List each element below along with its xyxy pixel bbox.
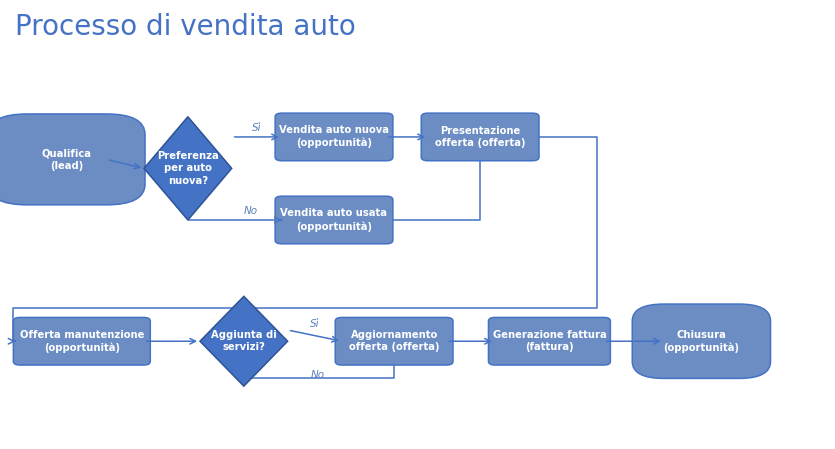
FancyBboxPatch shape	[13, 317, 150, 365]
Text: Presentazione
offerta (offerta): Presentazione offerta (offerta)	[435, 126, 525, 148]
FancyBboxPatch shape	[632, 304, 771, 379]
Text: Processo di vendita auto: Processo di vendita auto	[15, 13, 356, 41]
Text: Sì: Sì	[310, 319, 320, 329]
Text: Generazione fattura
(fattura): Generazione fattura (fattura)	[493, 330, 606, 352]
Text: No: No	[244, 207, 257, 216]
Text: Vendita auto usata
(opportunità): Vendita auto usata (opportunità)	[281, 208, 387, 232]
FancyBboxPatch shape	[488, 317, 610, 365]
Text: No: No	[311, 370, 324, 380]
Text: Aggiunta di
servizi?: Aggiunta di servizi?	[211, 330, 276, 352]
FancyBboxPatch shape	[276, 113, 393, 161]
Text: Chiusura
(opportunità): Chiusura (opportunità)	[663, 330, 740, 353]
FancyBboxPatch shape	[276, 196, 393, 244]
Text: Aggiornamento
offerta (offerta): Aggiornamento offerta (offerta)	[349, 330, 439, 352]
Text: Preferenza
per auto
nuova?: Preferenza per auto nuova?	[157, 151, 219, 186]
Text: Vendita auto nuova
(opportunità): Vendita auto nuova (opportunità)	[279, 125, 389, 149]
FancyBboxPatch shape	[0, 114, 145, 205]
Text: Offerta manutenzione
(opportunità): Offerta manutenzione (opportunità)	[20, 330, 144, 353]
FancyBboxPatch shape	[421, 113, 539, 161]
Text: Qualifica
(lead): Qualifica (lead)	[42, 148, 92, 171]
FancyBboxPatch shape	[335, 317, 453, 365]
Polygon shape	[200, 296, 287, 386]
Text: Sì: Sì	[252, 123, 262, 133]
Polygon shape	[144, 117, 232, 220]
